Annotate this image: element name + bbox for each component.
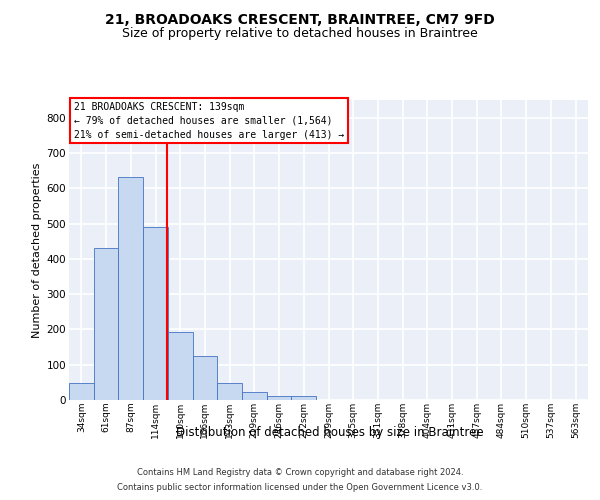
Bar [118,177,143,400]
Bar [292,396,316,400]
Text: 21, BROADOAKS CRESCENT, BRAINTREE, CM7 9FD: 21, BROADOAKS CRESCENT, BRAINTREE, CM7 9… [105,12,495,26]
Bar [168,332,193,400]
Text: 21 BROADOAKS CRESCENT: 139sqm
← 79% of detached houses are smaller (1,564)
21% o: 21 BROADOAKS CRESCENT: 139sqm ← 79% of d… [74,102,344,140]
Text: Contains HM Land Registry data © Crown copyright and database right 2024.: Contains HM Land Registry data © Crown c… [137,468,463,477]
Bar [193,356,217,400]
Text: Contains public sector information licensed under the Open Government Licence v3: Contains public sector information licen… [118,483,482,492]
Bar [143,226,168,400]
Bar [69,384,94,400]
Bar [94,248,118,400]
Y-axis label: Number of detached properties: Number of detached properties [32,162,43,338]
Text: Distribution of detached houses by size in Braintree: Distribution of detached houses by size … [176,426,484,439]
Bar [267,396,292,400]
Text: Size of property relative to detached houses in Braintree: Size of property relative to detached ho… [122,28,478,40]
Bar [242,392,267,400]
Bar [217,384,242,400]
